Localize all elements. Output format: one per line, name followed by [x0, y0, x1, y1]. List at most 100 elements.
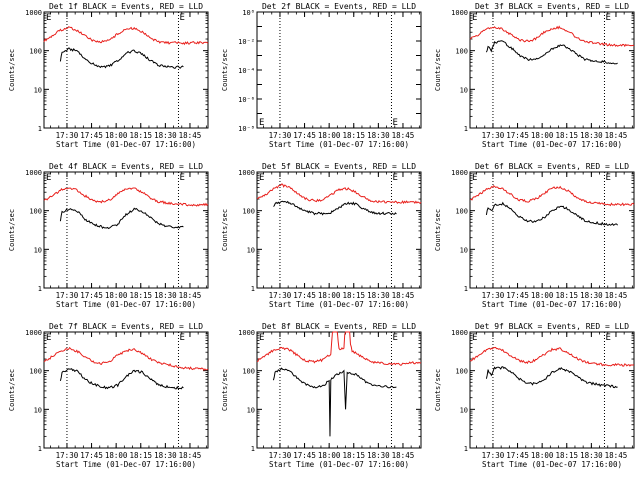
lld-series-line	[256, 331, 422, 366]
plot-title: Det 7f BLACK = Events, RED = LLD	[49, 322, 203, 331]
end-marker: E	[179, 333, 184, 343]
x-tick-label: 18:30	[580, 131, 603, 140]
x-tick-label: 18:15	[342, 291, 365, 300]
end-marker: E	[179, 173, 184, 183]
plot-title: Det 8f BLACK = Events, RED = LLD	[262, 322, 416, 331]
plot-title: Det 6f BLACK = Events, RED = LLD	[475, 162, 629, 171]
x-tick-label: 18:15	[555, 291, 578, 300]
x-axis-label: Start Time (01-Dec-07 17:16:00)	[482, 460, 622, 469]
x-tick-label: 18:15	[129, 131, 152, 140]
plot-frame	[43, 171, 209, 289]
y-tick-label: 10	[34, 246, 42, 254]
end-marker: E	[392, 173, 397, 183]
x-tick-label: 17:30	[269, 131, 292, 140]
y-axis-label: Counts/sec	[221, 369, 229, 411]
x-tick-label: 17:45	[293, 291, 316, 300]
y-tick-label: 1000	[25, 169, 42, 177]
end-marker: E	[605, 333, 610, 343]
lld-series-line	[469, 346, 635, 367]
y-tick-label: 10⁻²	[238, 38, 255, 46]
start-marker: E	[46, 13, 51, 23]
plot-frame	[43, 11, 209, 129]
y-tick-label: 100	[29, 208, 42, 216]
x-axis-label: Start Time (01-Dec-07 17:16:00)	[56, 140, 196, 149]
x-tick-label: 18:30	[580, 451, 603, 460]
plot-panel: Det 8f BLACK = Events, RED = LLD 1 10 100 10…	[221, 322, 422, 469]
plot-title: Det 2f BLACK = Events, RED = LLD	[262, 2, 416, 11]
y-tick-label: 1000	[25, 329, 42, 337]
x-tick-label: 18:30	[154, 131, 177, 140]
y-axis-label: Counts/sec	[434, 369, 442, 411]
y-tick-label: 1000	[451, 329, 468, 337]
x-tick-label: 18:00	[531, 291, 554, 300]
end-marker: E	[605, 13, 610, 23]
x-tick-label: 18:45	[179, 291, 202, 300]
plot-title: Det 5f BLACK = Events, RED = LLD	[262, 162, 416, 171]
end-marker: E	[179, 13, 184, 23]
start-marker: E	[46, 333, 51, 343]
plot-frame	[469, 331, 635, 449]
x-tick-label: 18:00	[105, 131, 128, 140]
plot-title: Det 1f BLACK = Events, RED = LLD	[49, 2, 203, 11]
events-series-line	[485, 366, 618, 389]
x-tick-label: 18:45	[179, 451, 202, 460]
y-tick-label: 1000	[238, 329, 255, 337]
y-tick-label: 1	[464, 125, 468, 133]
x-tick-label: 18:15	[342, 451, 365, 460]
lld-series-line	[469, 25, 635, 48]
x-tick-label: 18:30	[367, 451, 390, 460]
events-series-line	[485, 40, 618, 65]
y-tick-label: 100	[29, 368, 42, 376]
plot-panel: Det 9f BLACK = Events, RED = LLD 1 10 100 10…	[434, 322, 635, 469]
x-axis-label: Start Time (01-Dec-07 17:16:00)	[482, 140, 622, 149]
y-tick-label: 1000	[238, 169, 255, 177]
events-series-line	[273, 200, 397, 216]
y-tick-label: 100	[455, 208, 468, 216]
x-axis-label: Start Time (01-Dec-07 17:16:00)	[482, 300, 622, 309]
y-tick-label: 10	[34, 86, 42, 94]
start-marker: E	[472, 333, 477, 343]
y-tick-label: 1	[251, 285, 255, 293]
y-tick-label: 1000	[451, 169, 468, 177]
y-axis-label: Counts/sec	[8, 369, 16, 411]
y-tick-label: 10	[460, 86, 468, 94]
start-marker: E	[472, 13, 477, 23]
lld-series-line	[43, 26, 209, 46]
events-series-line	[59, 207, 184, 230]
x-tick-label: 17:45	[506, 451, 529, 460]
x-tick-label: 17:45	[293, 451, 316, 460]
x-tick-label: 18:30	[154, 451, 177, 460]
x-tick-label: 17:30	[56, 291, 79, 300]
lld-series-line	[43, 187, 209, 207]
plot-panel: Det 3f BLACK = Events, RED = LLD 1 10 100 10…	[434, 2, 635, 149]
plot-panel: Det 7f BLACK = Events, RED = LLD 1 10 100 10…	[8, 322, 209, 469]
start-marker: E	[259, 173, 264, 183]
y-tick-label: 1	[38, 445, 42, 453]
y-tick-label: 10⁻⁸	[238, 125, 255, 133]
y-tick-label: 1	[38, 285, 42, 293]
x-tick-label: 18:00	[318, 131, 341, 140]
y-tick-label: 100	[455, 368, 468, 376]
y-axis-label: Counts/sec	[434, 49, 442, 91]
end-marker: E	[605, 173, 610, 183]
x-tick-label: 17:30	[482, 451, 505, 460]
x-tick-label: 18:00	[531, 451, 554, 460]
x-axis-label: Start Time (01-Dec-07 17:16:00)	[269, 460, 409, 469]
x-tick-label: 17:30	[56, 131, 79, 140]
y-tick-label: 100	[242, 208, 255, 216]
y-tick-label: 1	[464, 285, 468, 293]
y-tick-label: 100	[455, 48, 468, 56]
plot-panel: Det 5f BLACK = Events, RED = LLD 1 10 100 10…	[221, 162, 422, 309]
events-series-line	[59, 368, 184, 390]
x-tick-label: 18:45	[392, 451, 415, 460]
x-tick-label: 17:30	[482, 291, 505, 300]
y-tick-label: 1	[38, 125, 42, 133]
plot-panel: Det 2f BLACK = Events, RED = LLD 10⁻⁸ 10⁻⁶…	[221, 2, 422, 149]
lld-series-line	[256, 183, 422, 205]
plot-frame	[256, 11, 422, 129]
x-tick-label: 18:00	[318, 451, 341, 460]
lld-series-line	[469, 185, 635, 207]
x-axis-label: Start Time (01-Dec-07 17:16:00)	[269, 140, 409, 149]
plot-title: Det 9f BLACK = Events, RED = LLD	[475, 322, 629, 331]
y-axis-label: Counts/sec	[221, 209, 229, 251]
